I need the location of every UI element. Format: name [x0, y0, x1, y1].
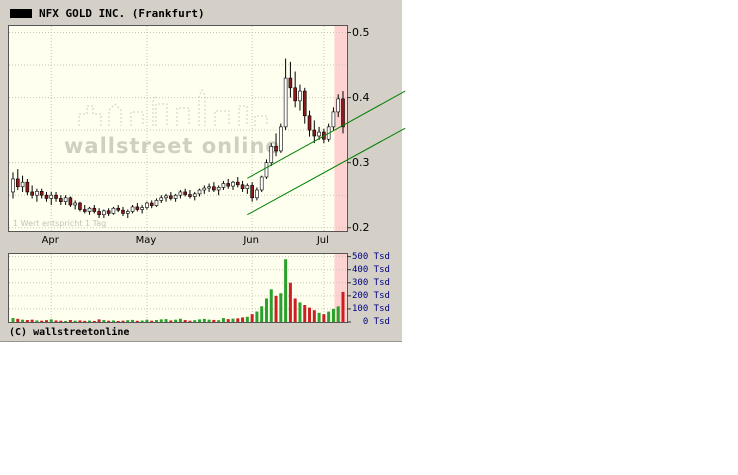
volume-tick-label: 200 Tsd	[352, 290, 390, 301]
volume-tick-label: 500 Tsd	[352, 251, 390, 262]
series-legend-swatch	[10, 8, 32, 18]
copyright-text: (C) wallstreetonline	[9, 327, 130, 338]
highlight-band	[334, 254, 347, 322]
volume-chart-svg	[9, 254, 351, 323]
chart-title: NFX GOLD INC. (Frankfurt)	[39, 6, 205, 20]
volume-chart	[8, 253, 351, 323]
price-tick-label: 0.3	[352, 155, 370, 169]
month-tick-label-apr: Apr	[41, 235, 59, 246]
volume-tick-label: 100 Tsd	[352, 303, 390, 314]
chart-header: NFX GOLD INC. (Frankfurt)	[10, 6, 205, 20]
price-tick-label: 0.5	[352, 25, 370, 39]
scale-footnote: 1 Wert entspricht 1 Tag	[13, 219, 106, 228]
trendline	[247, 90, 406, 179]
month-tick-label-jun: Jun	[243, 235, 259, 246]
volume-tick-label: 300 Tsd	[352, 277, 390, 288]
volume-tick-label: 0 Tsd	[352, 317, 390, 327]
price-tick-label: 0.4	[352, 90, 370, 104]
trendline	[247, 127, 406, 216]
copyright: (C) wallstreetonline	[9, 327, 129, 338]
month-tick-label-jul: Jul	[316, 235, 329, 246]
volume-tick-label: 400 Tsd	[352, 264, 390, 275]
price-chart: wallstreet online 1 Wert entspricht 1 Tag	[8, 25, 406, 232]
price-chart-svg: wallstreet online 1 Wert entspricht 1 Tag	[9, 26, 406, 231]
highlight-band	[334, 26, 347, 231]
watermark-skyline	[78, 88, 268, 126]
watermark-text: wallstreet online	[64, 134, 281, 158]
price-tick-label: 0.2	[352, 220, 370, 234]
month-tick-label-may: May	[135, 235, 157, 246]
chart-panel: NFX GOLD INC. (Frankfurt) wallstreet onl…	[0, 0, 406, 342]
